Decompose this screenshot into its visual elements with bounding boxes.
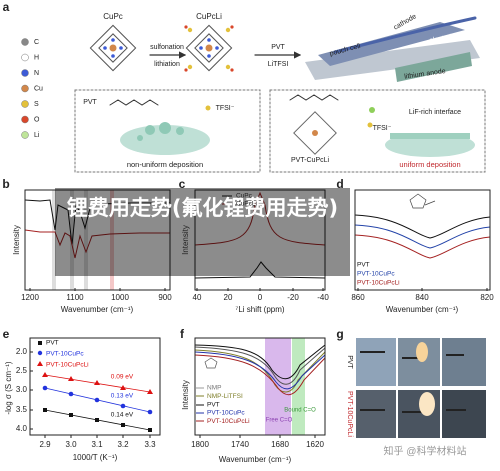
reaction-step: PVT: [271, 44, 285, 51]
x-tick-label: 820: [480, 293, 494, 302]
element-label: H: [34, 54, 39, 61]
y-axis-label: Intensity: [181, 380, 190, 410]
legend-label: PVT: [46, 340, 59, 347]
panel-label: d: [336, 177, 343, 191]
x-tick-label: 1100: [66, 293, 84, 302]
activation-energy: 0.09 eV: [111, 374, 134, 381]
x-tick-label: 1620: [306, 440, 324, 449]
panel-label: g: [336, 327, 343, 341]
x-tick-label: -40: [317, 293, 329, 302]
x-tick-label: 1800: [191, 440, 209, 449]
x-tick-label: 40: [193, 293, 202, 302]
element-label: Li: [34, 132, 40, 139]
x-tick-label: 2.9: [39, 440, 51, 449]
x-tick-label: 3.3: [144, 440, 156, 449]
x-tick-label: 1200: [21, 293, 39, 302]
legend-label: PVT-10CuPcLi: [46, 362, 89, 369]
element-key: [21, 131, 29, 139]
element-key: [21, 69, 29, 77]
element-label: C: [34, 39, 39, 46]
overlay-band: [55, 188, 350, 276]
x-tick-label: 1000: [111, 293, 129, 302]
x-tick-label: 1740: [231, 440, 249, 449]
legend-label: PVT-10CuPcLi: [357, 280, 400, 287]
x-tick-label: -20: [287, 293, 299, 302]
box-caption: uniform deposition: [399, 160, 460, 169]
x-tick-label: 1680: [271, 440, 289, 449]
y-axis-label: Intensity: [181, 225, 190, 255]
panel-label: b: [2, 177, 9, 191]
box-text: TFSI⁻: [373, 125, 392, 132]
legend-label: PVT-10CuPc: [207, 410, 245, 417]
element-key: [21, 100, 29, 108]
legend-label: NMP-LiTFSI: [207, 393, 243, 400]
y-tick-label: 2.5: [16, 366, 28, 375]
panel-e-plot: [29, 337, 161, 436]
element-key: [21, 84, 29, 93]
panel-label: a: [3, 0, 10, 14]
y-axis-label: -log σ (S cm⁻¹): [4, 361, 13, 414]
reaction-step: lithiation: [154, 61, 180, 68]
panel-b-plot: [24, 189, 171, 291]
x-tick-label: 20: [224, 293, 233, 302]
activation-energy: 0.14 eV: [111, 412, 134, 419]
x-tick-label: 3.1: [91, 440, 103, 449]
y-tick-label: 3.0: [16, 385, 28, 394]
x-tick-label: 0: [258, 293, 263, 302]
x-axis-label: Wavenumber (cm⁻¹): [386, 305, 459, 314]
element-label: N: [34, 70, 39, 77]
x-tick-label: 3.2: [117, 440, 129, 449]
box-caption: non-uniform deposition: [127, 160, 203, 169]
band-label: Free C=O: [266, 418, 293, 424]
element-key: [21, 115, 29, 124]
x-tick-label: 900: [158, 293, 172, 302]
legend-label: PVT-10CuPc: [46, 351, 84, 358]
y-axis-label: Intensity: [12, 225, 21, 255]
panel-f-plot: [194, 337, 326, 436]
legend-label: NMP: [207, 385, 221, 392]
legend-label: PVT: [357, 262, 370, 269]
box-text: TFSI⁻: [216, 105, 235, 112]
element-label: Cu: [34, 85, 43, 92]
x-axis-label: Wavenumber (cm⁻¹): [61, 305, 134, 314]
panel-a-art: [74, 16, 486, 173]
legend-label: CuPc: [236, 193, 253, 200]
x-axis-label: Wavenumber (cm⁻¹): [219, 455, 292, 464]
box-text: LiF-rich interface: [409, 109, 461, 116]
legend-label: PVT-10CuPc: [357, 271, 395, 278]
overlay-text: 锂费用走势(氟化锂费用走势): [66, 196, 339, 220]
activation-energy: 0.13 eV: [111, 393, 134, 400]
molecule-name: CuPc: [103, 12, 123, 21]
element-key: [21, 53, 29, 62]
x-tick-label: 860: [351, 293, 365, 302]
reaction-step: sulfonation: [150, 44, 184, 51]
overlay-box: 锂费用走势(氟化锂费用走势): [66, 196, 339, 220]
row-label: PVT-10CuPcLi: [346, 391, 353, 437]
panel-label: c: [179, 177, 186, 191]
element-key: [21, 38, 29, 46]
x-axis-label: 1000/T (K⁻¹): [73, 453, 118, 462]
x-axis-label: ⁷Li shift (ppm): [235, 305, 284, 314]
y-tick-label: 4.0: [16, 424, 28, 433]
panel-label: f: [180, 327, 185, 341]
x-tick-label: 840: [415, 293, 429, 302]
y-tick-label: 3.5: [16, 405, 28, 414]
y-tick-label: 2.0: [16, 347, 28, 356]
legend-label: PVT: [207, 401, 220, 408]
watermark: 知乎 @科学材料站: [384, 445, 467, 458]
legend-label: PVT-10CuPcLi: [207, 418, 250, 425]
x-tick-label: 3.0: [65, 440, 77, 449]
row-label: PVT: [346, 355, 353, 369]
molecule-name: CuPcLi: [196, 12, 222, 21]
band-label: Bound C=O: [284, 408, 316, 414]
element-label: O: [34, 116, 40, 123]
reaction-step: LiTFSI: [268, 61, 289, 68]
panel-g-photos: [346, 338, 486, 438]
panel-label: e: [3, 327, 10, 341]
box-text: PVT-CuPcLi: [291, 157, 330, 164]
legend-label: CuPcLi: [236, 201, 257, 208]
element-label: S: [34, 101, 39, 108]
box-text: PVT: [83, 99, 97, 106]
